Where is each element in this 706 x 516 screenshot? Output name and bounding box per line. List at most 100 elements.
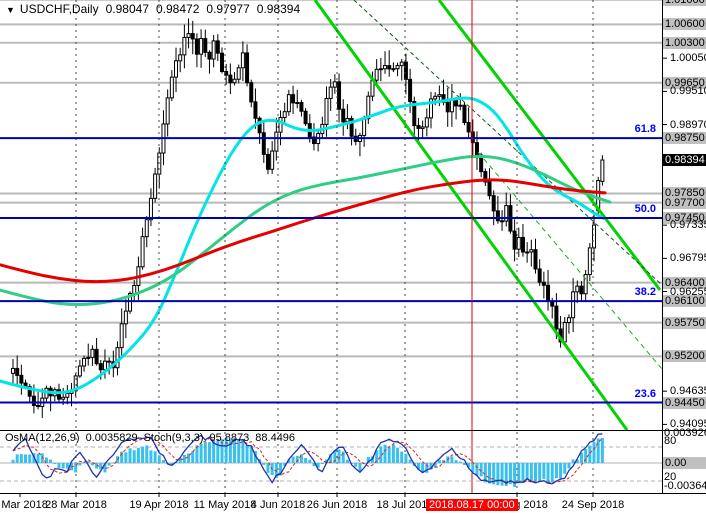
osma-bar <box>467 463 471 468</box>
symbol-period-label: USDCHF,Daily <box>19 2 99 16</box>
osma-bar <box>124 452 128 463</box>
candle-body <box>575 285 580 293</box>
osma-bar <box>375 450 379 463</box>
osma-bar <box>471 463 475 472</box>
osma-bar <box>379 446 383 463</box>
osma-bar <box>425 463 429 473</box>
candle-body <box>220 52 224 72</box>
osma-bar <box>488 463 492 484</box>
candle-body <box>424 117 429 128</box>
osma-bar <box>542 463 546 480</box>
candle-body <box>437 94 442 97</box>
candle-body <box>445 101 450 113</box>
osma-bar <box>341 451 345 463</box>
osma-bar <box>216 440 220 463</box>
osma-bar <box>433 463 437 468</box>
candle-body <box>429 98 433 119</box>
date-label: 8 Mar 2018 <box>0 499 48 511</box>
candle-body <box>282 111 287 119</box>
candle-body <box>349 117 354 137</box>
candle-body <box>249 82 254 103</box>
osma-bar <box>358 463 362 472</box>
osma-bar <box>253 451 257 463</box>
event-date-label: 2018.08.17 00:00 <box>426 499 518 511</box>
osma-bar <box>383 444 387 463</box>
trend-line <box>437 0 662 291</box>
osma-bar <box>462 463 466 465</box>
price-tick-label: 0.94095 <box>670 418 706 431</box>
osma-bar <box>299 454 303 463</box>
osma-bar <box>588 445 592 463</box>
osma-bar <box>483 463 487 483</box>
candle-body <box>571 291 576 319</box>
osma-bar <box>132 450 136 463</box>
candle-body <box>107 360 112 363</box>
candle-body <box>366 95 371 120</box>
candle-body <box>190 33 195 40</box>
osma-bar <box>345 459 349 463</box>
osma-bar <box>437 460 441 463</box>
osma-bar <box>579 452 583 463</box>
osma-bar <box>78 463 82 466</box>
osma-bar <box>287 459 291 463</box>
candle-body <box>387 65 392 70</box>
candle-body <box>495 210 500 222</box>
osma-bar <box>178 458 182 463</box>
indicator-axis-label: 20 <box>664 471 677 483</box>
fib-level-label: 61.8 <box>634 123 656 136</box>
candle-body <box>562 321 567 343</box>
osma-bar <box>320 463 324 464</box>
price-tick-label: 1.01000 <box>663 0 706 6</box>
price-tick-label: 0.97335 <box>670 219 706 232</box>
osma-bar <box>600 437 604 463</box>
stoch-label: Stoch(9,3,3) <box>143 432 204 444</box>
osma-bar <box>387 447 391 463</box>
candle-body <box>291 94 296 104</box>
candle-body <box>186 33 191 38</box>
candle-body <box>128 292 133 312</box>
candle-body <box>378 68 383 71</box>
osma-bar <box>266 463 270 473</box>
symbol-dropdown-icon[interactable]: ▼ <box>6 5 15 15</box>
candle-body <box>27 386 32 397</box>
indicator-header: OsMA(12,26,9) 0.0035829 Stoch(9,3,3) 95.887… <box>5 432 301 444</box>
osma-bar <box>15 454 19 463</box>
ohlc-high: 0.98472 <box>156 2 200 16</box>
osma-bar <box>550 463 554 483</box>
osma-bar <box>563 463 567 474</box>
candle-body <box>529 249 534 253</box>
candle-body <box>491 195 496 212</box>
indicator-axis-label: 0.003926 <box>664 427 706 439</box>
osma-bar <box>191 450 195 463</box>
candle-body <box>153 173 158 199</box>
price-tick-label: 1.00050 <box>670 52 706 65</box>
candle-body <box>115 347 120 369</box>
candle-body <box>232 78 237 84</box>
date-label: 18 Jul 2018 <box>376 499 434 511</box>
candle-body <box>211 40 216 60</box>
price-tick-label: 0.94450 <box>663 396 706 409</box>
osma-bar <box>65 463 69 469</box>
osma-bar <box>429 463 433 470</box>
candle-body <box>487 181 492 197</box>
price-tick-label: 0.94635 <box>670 385 706 398</box>
candle-body <box>533 249 538 270</box>
candle-body <box>462 104 467 124</box>
candle-body <box>215 40 220 54</box>
candle-body <box>174 60 179 78</box>
candle-body <box>148 197 153 221</box>
price-tick-label: 0.96795 <box>670 252 706 265</box>
osma-bar <box>337 449 341 463</box>
candle-body <box>420 126 425 129</box>
candle-body <box>240 52 245 69</box>
price-tick-label: 0.98750 <box>663 132 706 145</box>
osma-bar <box>237 438 241 463</box>
osma-bar <box>575 459 579 463</box>
osma-bar <box>279 463 283 476</box>
candle-body <box>416 125 421 129</box>
candle-body <box>328 86 333 99</box>
price-tick-label: 0.96400 <box>663 276 706 289</box>
candle-body <box>102 360 107 371</box>
osma-bar <box>153 451 157 463</box>
